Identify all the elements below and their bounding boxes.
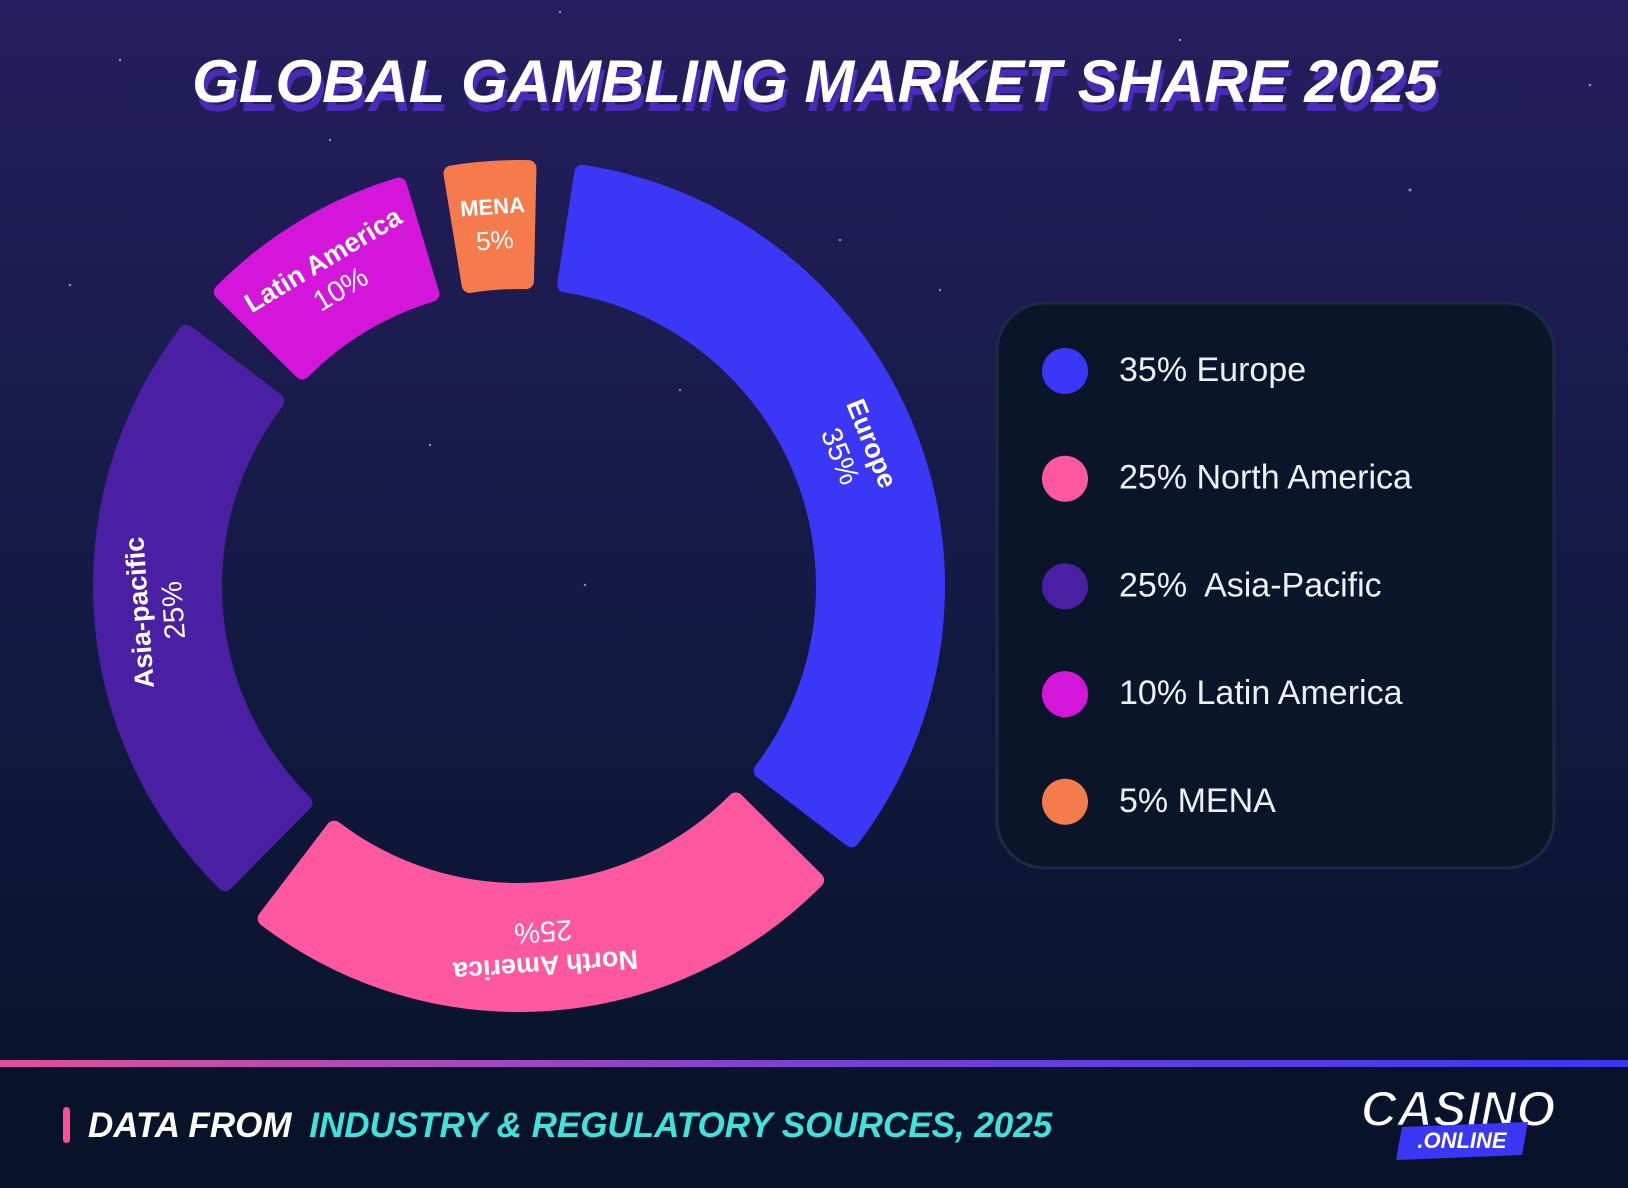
chart-title: GLOBAL GAMBLING MARKET SHARE 2025 — [192, 48, 1439, 115]
segment-label: MENA 5% — [459, 192, 525, 257]
segment-name: MENA — [459, 192, 525, 221]
title-shadow: GLOBAL GAMBLING MARKET SHARE 2025 — [195, 57, 1442, 124]
segment-value: 5% — [475, 224, 515, 257]
stars — [68, 10, 1592, 587]
footer-text: DATA FROM INDUSTRY & REGULATORY SOURCES,… — [88, 1106, 1053, 1145]
segment — [93, 324, 313, 892]
legend-label: 35% Europe — [1119, 351, 1306, 389]
footer-source: INDUSTRY & REGULATORY SOURCES, 2025 — [309, 1106, 1053, 1145]
divider — [0, 1060, 1628, 1067]
legend-label: 25% Asia-Pacific — [1119, 566, 1382, 604]
legend-swatch — [1042, 671, 1088, 718]
logo-suffix: .ONLINE — [1417, 1128, 1508, 1153]
legend-label: 10% Latin America — [1119, 674, 1403, 712]
segment — [213, 177, 440, 380]
footer-marker — [63, 1107, 70, 1143]
segment — [557, 164, 945, 848]
legend-box — [995, 301, 1556, 870]
segment — [443, 160, 537, 294]
legend-swatch — [1042, 563, 1088, 610]
segment-value: 25% — [156, 580, 192, 640]
segment — [257, 792, 825, 1012]
legend-label: 5% MENA — [1119, 782, 1276, 820]
legend-swatch — [1042, 778, 1088, 825]
footer-bg — [0, 1067, 1628, 1188]
legend-label: 25% North America — [1119, 459, 1412, 497]
segment-value: 25% — [513, 913, 573, 949]
logo-badge — [1396, 1122, 1528, 1160]
legend: 35% Europe 25% North America 25% Asia-Paci… — [1042, 348, 1412, 825]
legend-swatch — [1042, 348, 1088, 394]
legend-swatch — [1042, 455, 1088, 502]
footer-prefix: DATA FROM — [88, 1106, 292, 1145]
